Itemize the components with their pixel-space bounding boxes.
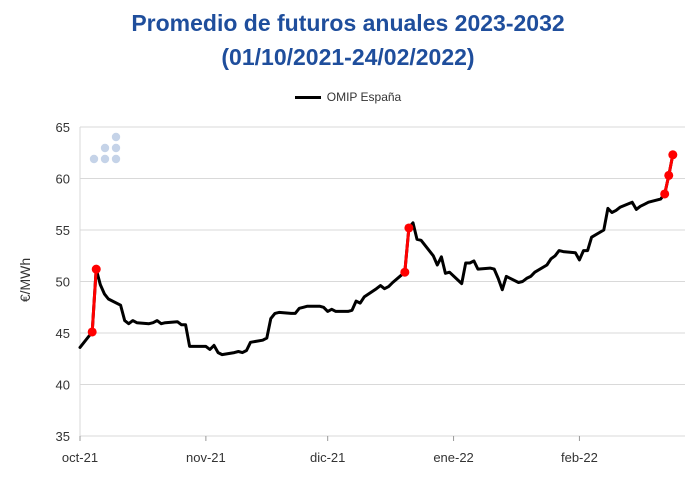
- x-tick-label: nov-21: [186, 450, 226, 465]
- chart-subtitle: (01/10/2021-24/02/2022): [221, 44, 475, 70]
- highlight-point: [664, 170, 674, 180]
- highlight-point: [668, 150, 678, 160]
- y-tick-label: 50: [56, 275, 70, 290]
- logo-dot: [100, 154, 110, 164]
- series-line: [78, 153, 675, 357]
- logo-dot: [111, 143, 121, 153]
- x-tick-label: feb-22: [561, 450, 598, 465]
- chart-title: Promedio de futuros anuales 2023-2032: [131, 10, 565, 36]
- logo-dot: [111, 154, 121, 164]
- dot-cluster-logo-icon: [89, 132, 121, 164]
- legend-label: OMIP España: [326, 90, 402, 104]
- highlight-segments: [87, 150, 678, 337]
- logo-dot: [100, 143, 110, 153]
- x-axis: oct-21 nov-21 dic-21 ene-22 feb-22: [62, 436, 598, 465]
- x-tick-label: dic-21: [310, 450, 345, 465]
- legend: OMIP España: [0, 90, 696, 104]
- y-tick-label: 65: [56, 120, 70, 135]
- logo-dot: [89, 154, 99, 164]
- series-lines: [78, 153, 675, 357]
- legend-swatch: [294, 95, 321, 99]
- highlight-point: [91, 264, 101, 274]
- y-tick-label: 35: [56, 429, 70, 444]
- y-axis-title: €/MWh: [17, 258, 33, 302]
- y-tick-label: 55: [56, 223, 70, 238]
- highlight-point: [660, 189, 670, 199]
- highlight-point: [87, 327, 97, 337]
- y-axis: 35 40 45 50 55 60 65: [56, 120, 70, 444]
- logo-dot: [111, 132, 121, 142]
- y-tick-label: 60: [56, 172, 70, 187]
- highlight-line: [403, 227, 411, 273]
- highlight-point: [404, 223, 414, 233]
- y-tick-label: 40: [56, 378, 70, 393]
- x-tick-label: ene-22: [433, 450, 473, 465]
- y-tick-label: 45: [56, 326, 70, 341]
- grid-lines: [79, 126, 685, 437]
- x-tick-label: oct-21: [62, 450, 98, 465]
- highlight-line: [90, 269, 98, 333]
- highlight-point: [400, 267, 410, 277]
